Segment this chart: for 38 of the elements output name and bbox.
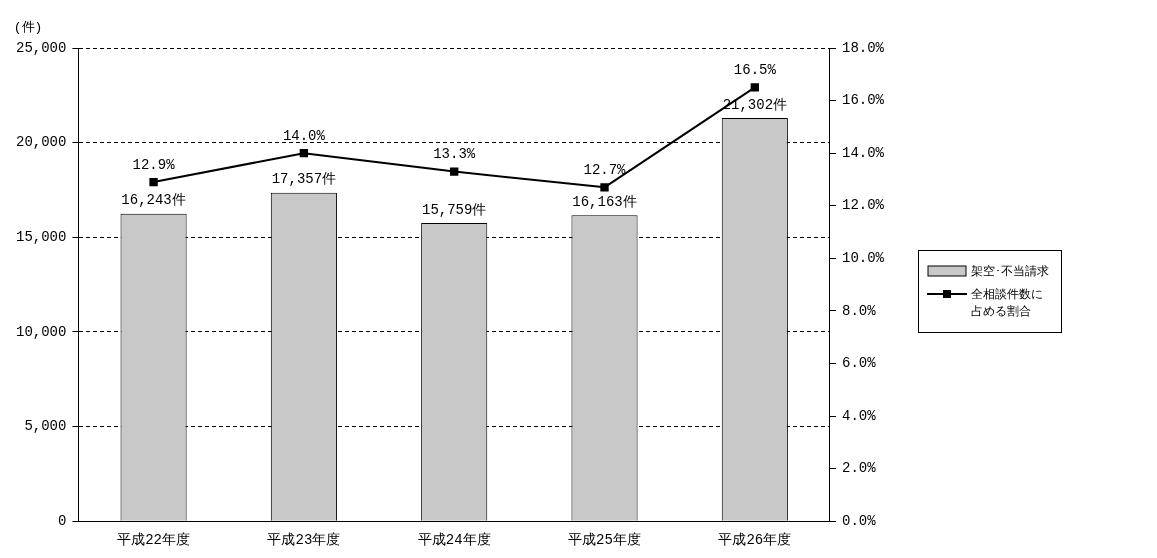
point (600, 183, 609, 192)
y2-tick-label: 16.0% (841, 92, 885, 109)
data-label: 12.7% (583, 162, 627, 179)
point (299, 148, 309, 158)
data-label: 16.5% (733, 62, 777, 79)
y-axis-title: (件) (13, 19, 43, 35)
x-tick-label: 平成26年度 (718, 532, 792, 549)
y2-tick-label: 2.0% (841, 460, 877, 477)
y2-tick-label: 6.0% (841, 355, 877, 372)
y2-tick-label: 8.0% (841, 302, 877, 319)
y-tick-label: 10,000 (15, 323, 67, 340)
y2-tick-label: 14.0% (841, 144, 885, 161)
y-tick-label: 5,000 (24, 418, 67, 435)
data-label: 12.9% (132, 156, 176, 173)
data-label: 16,163件 (572, 193, 637, 210)
data-label: 16,243件 (121, 192, 186, 209)
y2-tick-label: 0.0% (841, 512, 877, 529)
point (149, 177, 158, 187)
x-tick-label: 平成23年度 (267, 532, 341, 549)
y-tick-label: 15,000 (15, 228, 67, 245)
data-label: 14.0% (282, 127, 326, 144)
data-label: 13.3% (433, 146, 476, 163)
point (750, 83, 760, 92)
x-tick-label: 平成22年度 (117, 532, 190, 549)
y2-tick-label: 18.0% (841, 39, 885, 56)
y-tick-label: 0 (58, 512, 67, 529)
y-tick-label: 20,000 (15, 134, 67, 151)
y2-tick-label: 4.0% (841, 407, 877, 424)
data-label: 17,357件 (271, 171, 337, 188)
y-tick-label: 25,000 (15, 39, 67, 56)
legend-label: 架空･不当請求 (971, 263, 1050, 280)
x-tick-label: 平成25年度 (568, 532, 641, 549)
y2-tick-label: 12.0% (841, 197, 885, 214)
legend-label: 全相談件数に占める割合 (971, 286, 1044, 320)
data-label: 15,759件 (421, 201, 487, 218)
point (450, 167, 459, 176)
y2-tick-label: 10.0% (841, 250, 885, 267)
x-tick-label: 平成24年度 (417, 532, 491, 549)
